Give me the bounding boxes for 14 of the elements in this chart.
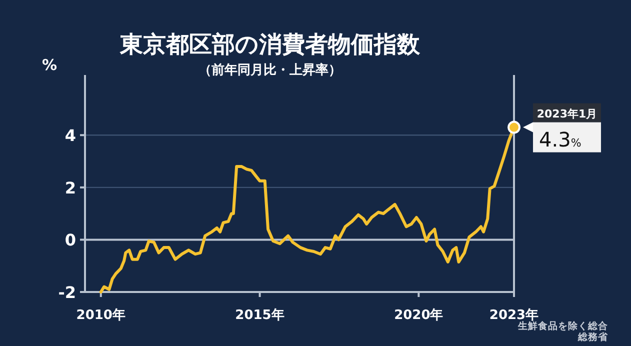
y-tick-label: -2	[58, 283, 76, 302]
chart-subtitle: （前年同月比・上昇率）	[198, 62, 342, 78]
x-tick-label: 2010年	[76, 308, 126, 323]
y-tick-label: 0	[64, 230, 76, 250]
y-axis-title: %	[42, 56, 58, 74]
y-tick-label: 2	[64, 178, 76, 198]
annotation: 2023年1月	[536, 107, 598, 120]
text: 生鮮食品を除く総合	[517, 320, 608, 332]
x-tick-label: 2020年	[394, 308, 444, 323]
annotation: 4.3%	[539, 127, 582, 152]
y-tick-label: 4	[64, 126, 76, 146]
text: 総務省	[577, 331, 609, 343]
chart-title: 東京都区部の消費者物価指数	[119, 32, 421, 58]
x-tick-label: 2015年	[235, 308, 284, 323]
